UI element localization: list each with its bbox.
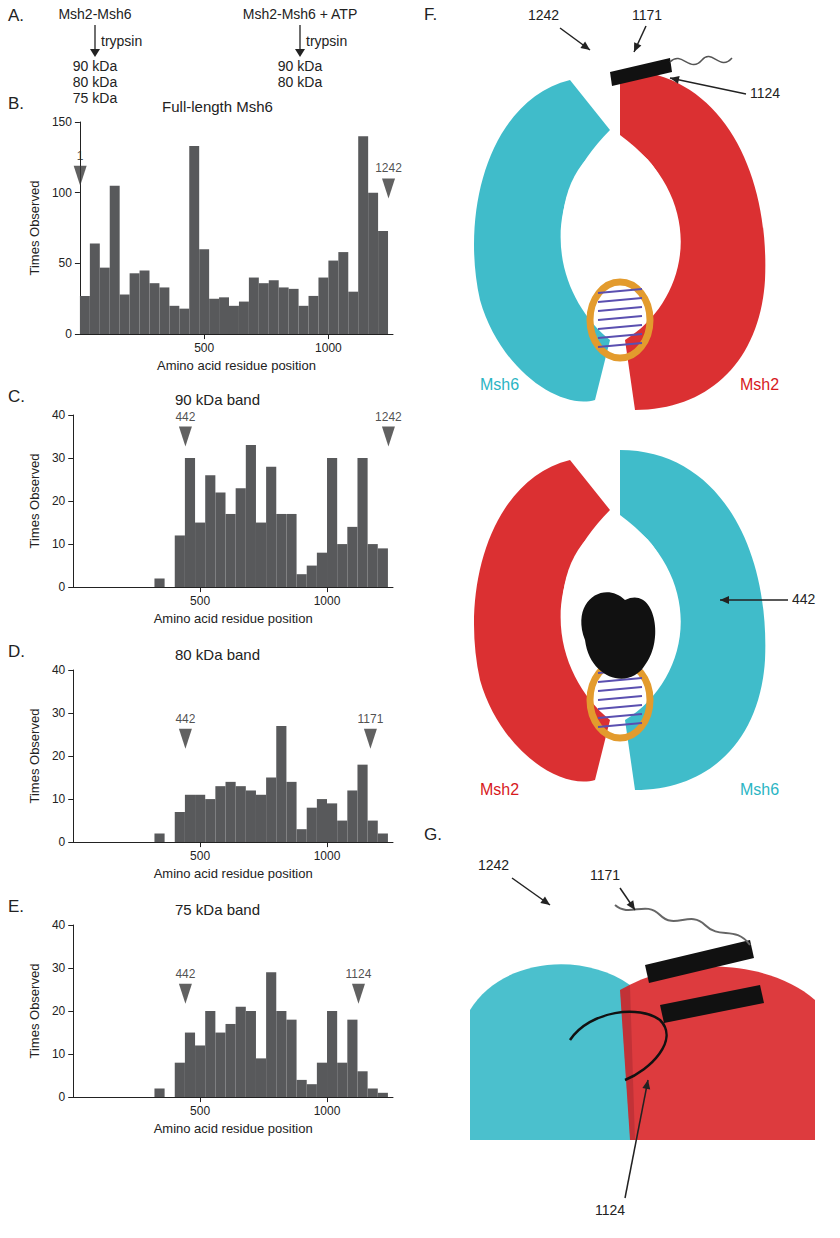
html-text:Msh2-Msh6 + ATP: Msh2-Msh6 + ATP	[242, 6, 358, 22]
svg-text:1124: 1124	[595, 1202, 625, 1218]
svg-text:F.: F.	[424, 5, 437, 24]
html-text:80 kDa: 80 kDa	[277, 74, 323, 90]
svg-text:50: 50	[59, 256, 73, 270]
svg-text:0: 0	[59, 580, 66, 594]
svg-text:1171: 1171	[632, 7, 662, 23]
svg-text:500: 500	[190, 1104, 210, 1118]
svg-text:75 kDa band: 75 kDa band	[175, 901, 260, 918]
svg-text:10: 10	[52, 1047, 66, 1061]
svg-text:40: 40	[52, 663, 66, 677]
html-text:75 kDa: 75 kDa	[72, 90, 118, 106]
svg-text:1000: 1000	[314, 594, 341, 608]
svg-text:40: 40	[52, 408, 66, 422]
svg-text:1124: 1124	[346, 967, 372, 981]
svg-text:0: 0	[59, 835, 66, 849]
svg-text:40: 40	[52, 918, 66, 932]
html-text:trypsin: trypsin	[101, 33, 143, 49]
svg-text:100: 100	[52, 186, 72, 200]
svg-text:Amino acid residue position: Amino acid residue position	[154, 611, 313, 626]
svg-text:500: 500	[190, 849, 210, 863]
html-text:80 kDa: 80 kDa	[72, 74, 118, 90]
svg-text:1000: 1000	[314, 849, 341, 863]
svg-text:Times Observed: Times Observed	[27, 454, 42, 549]
html-text:Msh2-Msh6: Msh2-Msh6	[58, 6, 132, 22]
svg-text:1: 1	[77, 149, 84, 163]
svg-text:Amino acid residue position: Amino acid residue position	[154, 866, 313, 881]
svg-text:10: 10	[52, 792, 66, 806]
svg-text:Times Observed: Times Observed	[27, 964, 42, 1059]
svg-text:Msh6: Msh6	[740, 781, 779, 798]
svg-text:1242: 1242	[528, 7, 559, 23]
html-text:B.: B.	[8, 94, 25, 113]
svg-text:90 kDa band: 90 kDa band	[175, 391, 260, 408]
svg-text:1000: 1000	[315, 341, 342, 355]
svg-text:500: 500	[190, 594, 210, 608]
svg-text:Times Observed: Times Observed	[27, 709, 42, 804]
svg-text:Msh6: Msh6	[480, 376, 519, 393]
svg-text:Amino acid residue position: Amino acid residue position	[157, 358, 316, 373]
svg-text:1171: 1171	[358, 712, 384, 726]
svg-text:Msh2: Msh2	[480, 781, 519, 798]
svg-text:0: 0	[59, 1090, 66, 1104]
html-text:C.: C.	[8, 387, 25, 406]
svg-text:20: 20	[52, 749, 66, 763]
svg-text:30: 30	[52, 961, 66, 975]
svg-text:1242: 1242	[375, 410, 402, 424]
svg-text:442: 442	[175, 712, 195, 726]
svg-text:0: 0	[65, 327, 72, 341]
svg-text:20: 20	[52, 1004, 66, 1018]
svg-text:442: 442	[792, 591, 816, 607]
svg-text:442: 442	[175, 410, 195, 424]
html-text:90 kDa: 90 kDa	[72, 58, 118, 74]
svg-text:80 kDa band: 80 kDa band	[175, 646, 260, 663]
svg-text:30: 30	[52, 706, 66, 720]
svg-text:Full-length Msh6: Full-length Msh6	[162, 98, 273, 115]
svg-text:10: 10	[52, 537, 66, 551]
html-text:A.: A.	[8, 6, 25, 25]
svg-text:1124: 1124	[750, 85, 780, 101]
svg-text:Amino acid residue position: Amino acid residue position	[154, 1121, 313, 1136]
svg-text:Times Observed: Times Observed	[27, 181, 42, 276]
svg-text:20: 20	[52, 494, 66, 508]
svg-text:442: 442	[175, 967, 195, 981]
svg-text:G.: G.	[424, 825, 442, 844]
svg-text:1171: 1171	[590, 867, 620, 883]
svg-text:1242: 1242	[375, 161, 402, 175]
html-text:90 kDa: 90 kDa	[277, 58, 323, 74]
html-text:D.: D.	[8, 642, 25, 661]
html-text:E.: E.	[8, 897, 25, 916]
svg-text:150: 150	[52, 115, 72, 129]
html-text:trypsin: trypsin	[306, 33, 348, 49]
svg-text:Msh2: Msh2	[740, 376, 779, 393]
svg-text:30: 30	[52, 451, 66, 465]
svg-text:1000: 1000	[314, 1104, 341, 1118]
svg-text:1242: 1242	[478, 857, 509, 873]
svg-text:500: 500	[194, 341, 214, 355]
